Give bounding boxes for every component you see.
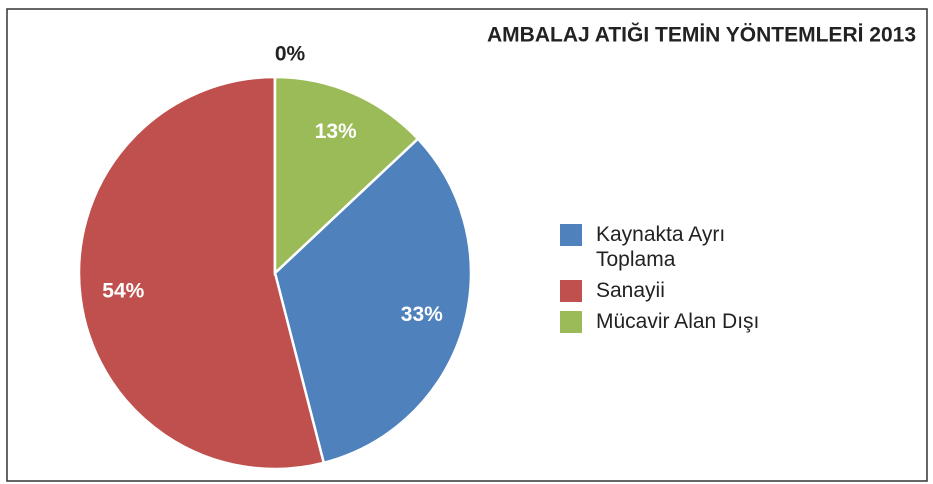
data-label: 13% [315, 120, 357, 143]
legend-swatch [560, 224, 582, 246]
legend-label: Mücavir Alan Dışı [596, 310, 760, 333]
legend-label: Kaynakta Ayrı Toplama [596, 223, 726, 271]
legend-item: Sanayii [560, 278, 810, 303]
data-label: 0% [275, 43, 306, 66]
chart-title: AMBALAJ ATIĞI TEMİN YÖNTEMLERİ 2013 [487, 23, 916, 47]
legend-swatch [560, 280, 582, 302]
pie-slice [273, 137, 473, 465]
data-label: 33% [401, 303, 443, 326]
legend-swatch [560, 311, 582, 333]
legend-item: Kaynakta Ayrı Toplama [560, 222, 810, 272]
pie-slice [273, 75, 420, 276]
pie-slice [77, 75, 326, 471]
legend-item: Mücavir Alan Dışı [560, 309, 810, 334]
legend: Kaynakta Ayrı Toplama Sanayii Mücavir Alan… [560, 222, 810, 340]
legend-label: Sanayii [596, 279, 665, 302]
data-label: 54% [102, 280, 144, 303]
